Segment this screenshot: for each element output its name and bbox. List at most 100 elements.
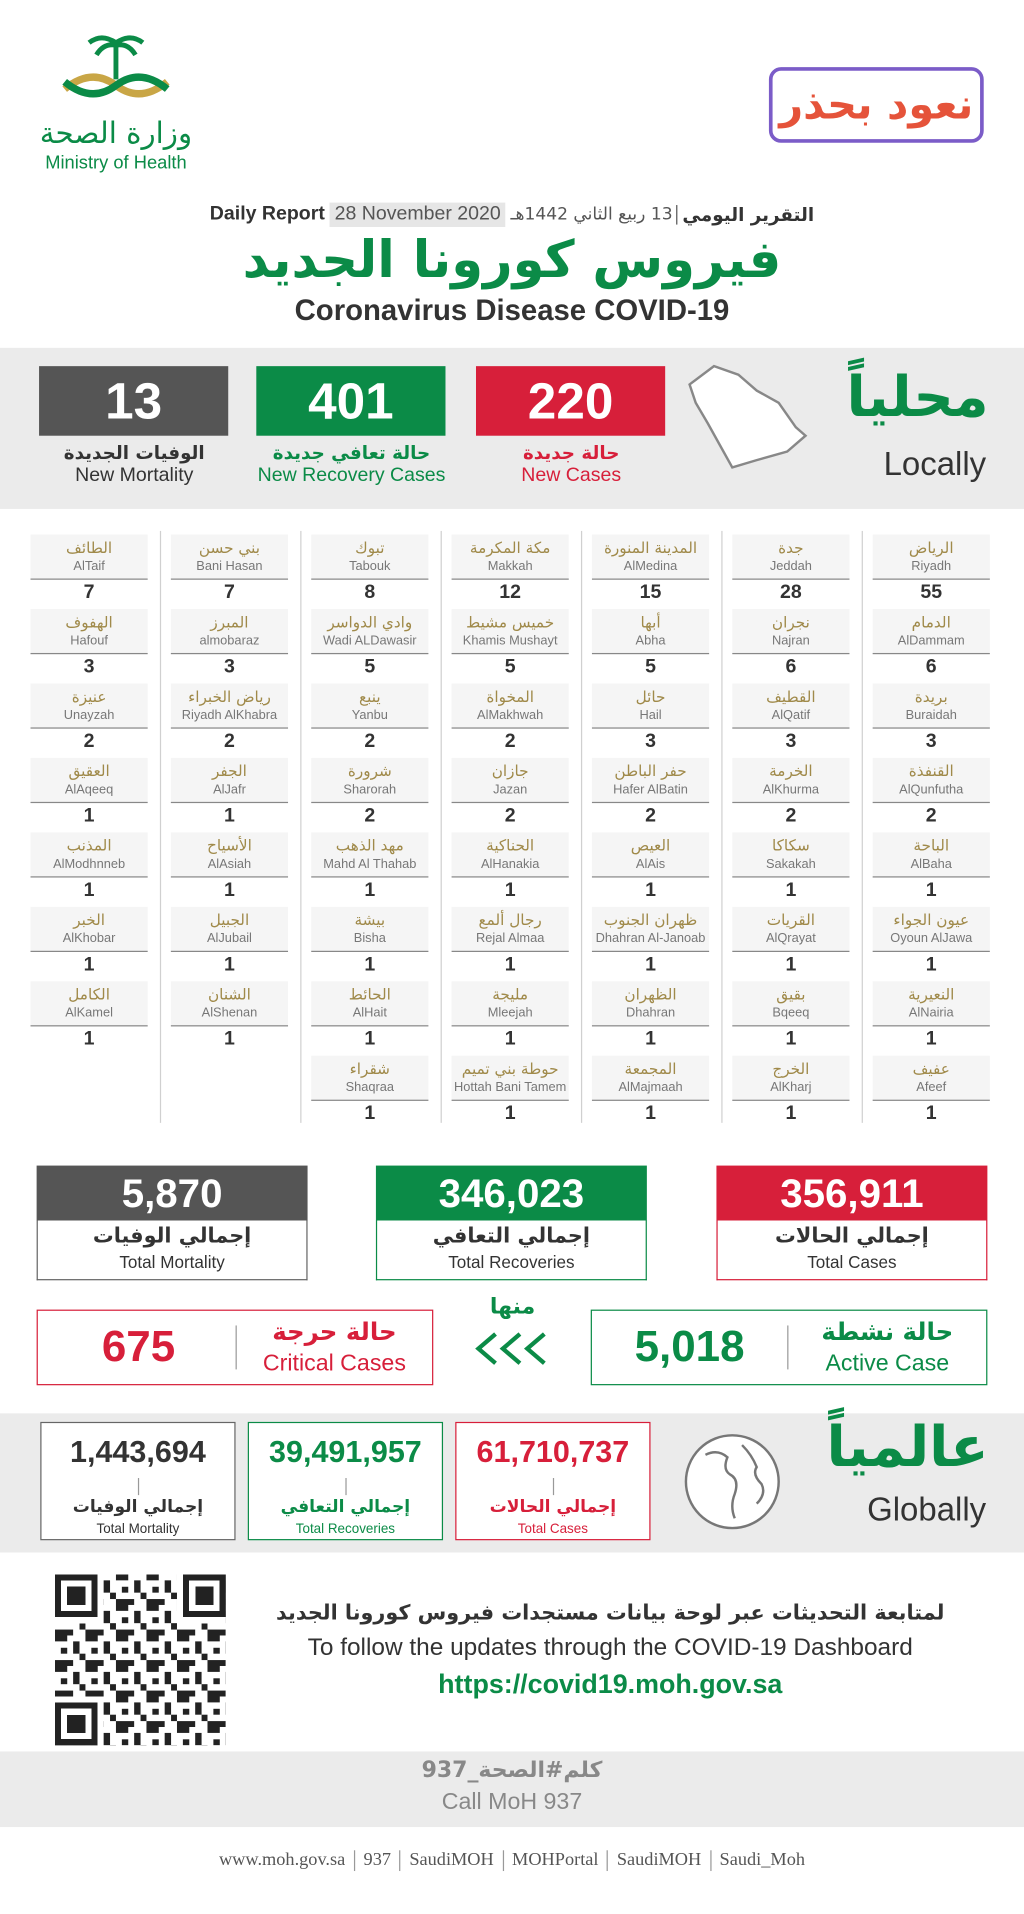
- city-count: 5: [504, 656, 516, 678]
- call-band: [0, 1751, 1024, 1828]
- city-name: رجال ألمع Rejal Almaa: [451, 906, 569, 952]
- total-label-en: Total Cases: [807, 1252, 897, 1272]
- city-name-ar: شرورة: [347, 761, 392, 780]
- city-name-en: Dhahran: [625, 1005, 676, 1021]
- city-name-en: Wadi ALDawasir: [323, 633, 417, 649]
- city-name: حائل Hail: [591, 683, 710, 729]
- arrows: [475, 1332, 546, 1365]
- city-count: 5: [645, 656, 656, 678]
- city-name-en: AlKhurma: [762, 782, 820, 797]
- dashboard-text-ar: لمتابعة التحديثات عبر لوحة بيانات مستجدا…: [276, 1601, 945, 1626]
- city-name-en: AlMajmaah: [618, 1080, 683, 1095]
- city-count: 1: [785, 954, 797, 976]
- title-ar: فيروس كورونا الجديد: [242, 229, 782, 290]
- city-name-ar: سكاكا: [771, 836, 810, 855]
- city-name: حوطة بني تميم Hottah Bani Tamem: [451, 1055, 569, 1101]
- local-title-en: Locally: [883, 445, 987, 483]
- city-name: جازان Jazan: [451, 757, 569, 804]
- total-label: إجمالي الوفيات Total Mortality: [36, 1220, 308, 1281]
- city-name-en: AlShenan: [201, 1005, 258, 1021]
- footer-link[interactable]: SaudiMOH: [607, 1850, 710, 1872]
- city-name-ar: الشنان: [207, 984, 251, 1004]
- globe-icon: [684, 1434, 780, 1530]
- global-stat: 39,491,957 إجمالي التعافي Total Recoveries: [247, 1421, 444, 1541]
- stat-value: 220: [475, 366, 666, 436]
- city-name-en: almobaraz: [199, 633, 260, 649]
- footer-link[interactable]: www.moh.gov.sa: [218, 1850, 346, 1870]
- city-name-ar: النعيرية: [908, 984, 955, 1004]
- total-label: إجمالي التعافي Total Recoveries: [375, 1220, 647, 1281]
- city-name-ar: المدينة المنورة: [603, 538, 698, 557]
- city-name: وادي الدواسر Wadi ALDawasir: [311, 609, 429, 655]
- city-count: 1: [83, 954, 95, 976]
- city-name-en: Hafer AlBatin: [613, 782, 688, 797]
- stat-label-en: New Cases: [521, 465, 622, 486]
- global-stat: 1,443,694 إجمالي الوفيات Total Mortality: [40, 1421, 236, 1541]
- city-count: 3: [645, 731, 656, 752]
- city-name-ar: العقيق: [68, 761, 110, 780]
- divider: [235, 1325, 237, 1370]
- title-en: Coronavirus Disease COVID-19: [294, 294, 730, 328]
- city-name: الحناكية AlHanakia: [451, 832, 569, 878]
- city-name: المذنب AlModhnneb: [30, 832, 148, 878]
- city-count: 1: [364, 879, 376, 901]
- city-count: 1: [785, 1028, 797, 1050]
- city-name-ar: الظهران: [624, 984, 677, 1004]
- city-name-en: Riyadh: [911, 558, 952, 574]
- footer-link[interactable]: Saudi_Moh: [709, 1850, 814, 1872]
- footer-link[interactable]: 937: [353, 1850, 400, 1872]
- critical-label-en: Critical Cases: [262, 1351, 406, 1377]
- city-name-ar: أبها: [640, 612, 661, 631]
- city-name-ar: مهد الذهب: [335, 836, 404, 855]
- city-name: الهفوف Hafouf: [30, 609, 148, 655]
- call-en: Call MoH 937: [441, 1789, 583, 1815]
- city-name: الأسياح AlAsiah: [170, 832, 289, 878]
- city-name-ar: حفر الباطن: [614, 761, 687, 780]
- column-separator: [580, 530, 583, 1123]
- city-name-ar: بريدة: [914, 687, 948, 706]
- critical-box: 675 حالة حرجة Critical Cases: [36, 1309, 434, 1386]
- city-name: الظهران Dhahran: [591, 981, 710, 1027]
- city-name: الكامل AlKamel: [30, 981, 148, 1027]
- city-name-en: Sakakah: [765, 856, 816, 872]
- city-count: 2: [504, 805, 516, 827]
- city-name: القنفذة AlQunfutha: [872, 757, 990, 804]
- city-name-ar: ينبع: [359, 687, 381, 706]
- city-count: 28: [780, 582, 802, 603]
- city-name: مليجة Mleejah: [451, 981, 569, 1027]
- divider: [552, 1478, 554, 1496]
- city-name-en: Afeef: [916, 1080, 947, 1095]
- city-name-en: AlNairia: [908, 1005, 954, 1021]
- city-count: 1: [645, 1103, 656, 1125]
- city-name-en: AlModhnneb: [53, 856, 126, 872]
- report-line: Daily Report 28 November 2020 13 ربيع ال…: [0, 202, 1024, 228]
- ministry-ar: وزارة الصحة: [39, 115, 193, 151]
- ministry-en: Ministry of Health: [45, 152, 187, 174]
- city-name: الباحة AlBaha: [872, 832, 990, 878]
- total-value: 356,911: [716, 1165, 988, 1221]
- city-name-ar: الباحة: [913, 836, 950, 855]
- city-count: 1: [785, 1103, 797, 1125]
- city-count: 3: [224, 656, 235, 678]
- global-title-ar: عالمياً: [826, 1413, 989, 1480]
- global-label-en: Total Mortality: [96, 1521, 180, 1537]
- city-name-en: Najran: [772, 633, 810, 649]
- dashboard-url[interactable]: https://covid19.moh.gov.sa: [438, 1668, 783, 1699]
- saudi-map: [688, 364, 808, 469]
- city-name: جدة Jeddah: [732, 534, 850, 580]
- city-name-ar: حائل: [635, 687, 666, 706]
- footer-link[interactable]: SaudiMOH: [399, 1850, 503, 1872]
- footer: www.moh.gov.sa 937 SaudiMOH MOHPortal SaudiM…: [0, 1850, 1024, 1872]
- city-name-en: Mleejah: [487, 1005, 533, 1021]
- report-en: Daily Report: [209, 203, 325, 225]
- city-name-en: AlMedina: [623, 558, 678, 574]
- footer-link[interactable]: MOHPortal: [502, 1850, 607, 1872]
- city-name-en: Rejal Almaa: [475, 931, 545, 946]
- city-count: 1: [83, 879, 95, 901]
- active-value: 5,018: [634, 1320, 745, 1371]
- city-count: 7: [83, 582, 95, 603]
- city-count: 3: [83, 656, 95, 678]
- global-label-en: Total Cases: [517, 1521, 588, 1537]
- city-name: بني حسن Bani Hasan: [170, 534, 289, 580]
